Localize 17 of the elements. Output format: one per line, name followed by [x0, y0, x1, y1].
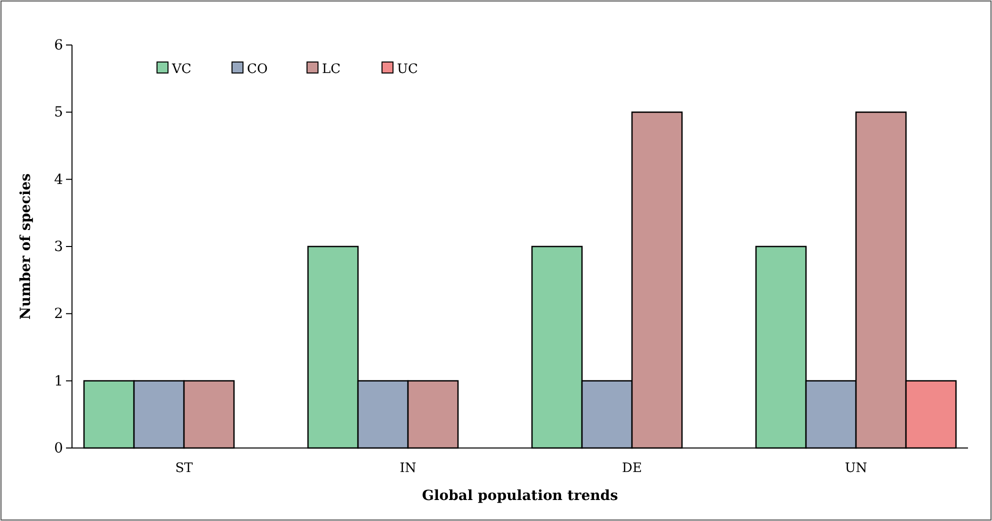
y-tick-label: 3 [54, 238, 63, 255]
x-tick-label: UN [844, 460, 868, 476]
y-tick-label: 0 [54, 440, 63, 456]
y-tick-label: 1 [54, 373, 63, 390]
y-tick-label: 4 [54, 172, 64, 188]
y-tick-label: 5 [54, 104, 63, 121]
legend-label: VC [171, 62, 192, 77]
legend-label: UC [397, 62, 418, 77]
x-tick-label: IN [400, 460, 416, 476]
y-axis-title: Number of species [18, 173, 34, 320]
x-axis-title: Global population trends [422, 488, 618, 504]
x-tick-label: DE [622, 460, 642, 476]
legend-label: LC [322, 62, 341, 77]
y-tick-label: 2 [54, 306, 63, 322]
legend-label: CO [247, 62, 268, 77]
y-tick-label: 6 [54, 37, 64, 54]
x-tick-label: ST [175, 460, 194, 476]
